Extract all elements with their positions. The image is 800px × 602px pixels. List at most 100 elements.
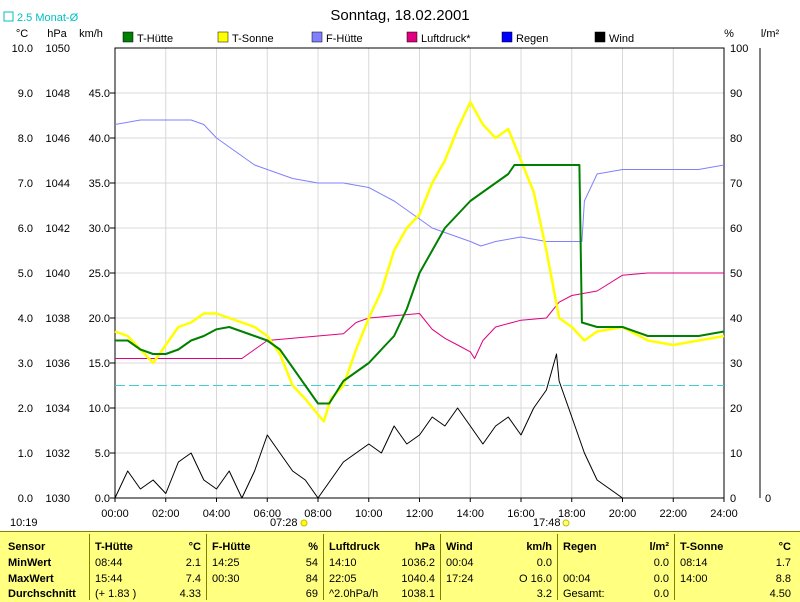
- stats-cell: 1036.2: [401, 557, 435, 569]
- stats-cell: %: [308, 541, 318, 553]
- stats-cell: l/m²: [649, 541, 669, 553]
- stats-cell: Wind: [446, 541, 473, 553]
- stats-cell: Durchschnitt: [8, 588, 76, 600]
- stats-column-divider: [206, 534, 207, 600]
- stats-cell: T-Hütte: [95, 541, 133, 553]
- kmh-tick-label: 10.0: [89, 403, 110, 415]
- kmh-tick-label: 40.0: [89, 133, 110, 145]
- unit-rain-label: l/m²: [761, 28, 780, 40]
- stats-cell: 14:00: [680, 573, 708, 585]
- hpa-tick-label: 1050: [46, 43, 70, 55]
- time-tick-label: 10:00: [355, 508, 383, 520]
- legend-label: Luftdruck*: [421, 33, 471, 45]
- percent-tick-label: 40: [730, 313, 742, 325]
- stats-cell: km/h: [526, 541, 552, 553]
- legend-label: F-Hütte: [326, 33, 363, 45]
- stats-cell: 22:05: [329, 573, 357, 585]
- hpa-tick-label: 1048: [46, 88, 70, 100]
- weather-chart: 10.09.08.07.06.05.04.03.02.01.00.0105010…: [3, 7, 780, 529]
- stats-cell: 7.4: [185, 573, 201, 585]
- percent-tick-label: 0: [730, 493, 736, 505]
- time-tick-label: 24:00: [710, 508, 738, 520]
- stats-column-divider: [89, 534, 90, 600]
- celsius-tick-label: 8.0: [18, 133, 33, 145]
- celsius-tick-label: 5.0: [18, 268, 33, 280]
- stats-column-divider: [440, 534, 441, 600]
- hpa-tick-label: 1044: [46, 178, 70, 190]
- stats-cell: hPa: [414, 541, 435, 553]
- kmh-tick-label: 35.0: [89, 178, 110, 190]
- stats-cell: MinWert: [8, 557, 52, 569]
- legend-swatch: [594, 31, 606, 43]
- stats-cell: Gesamt:: [563, 588, 605, 600]
- percent-tick-label: 50: [730, 268, 742, 280]
- stats-cell: 1.7: [775, 557, 791, 569]
- sunrise-time: 07:28: [270, 517, 298, 529]
- celsius-tick-label: 9.0: [18, 88, 33, 100]
- stats-cell: ^2.0hPa/h: [329, 588, 379, 600]
- celsius-tick-label: 4.0: [18, 313, 33, 325]
- rain-tick-label: 0: [765, 493, 771, 505]
- time-tick-label: 14:00: [456, 508, 484, 520]
- stats-cell: Sensor: [8, 541, 46, 553]
- stats-cell: 8.8: [775, 573, 791, 585]
- stats-cell: MaxWert: [8, 573, 54, 585]
- percent-tick-label: 80: [730, 133, 742, 145]
- stats-cell: 08:14: [680, 557, 708, 569]
- reference-line-icon: [3, 11, 14, 22]
- celsius-tick-label: 6.0: [18, 223, 33, 235]
- sunset-icon: [562, 519, 570, 527]
- unit-kmh-label: km/h: [79, 28, 103, 40]
- time-tick-label: 16:00: [507, 508, 535, 520]
- legend-swatch: [406, 31, 418, 43]
- series-line-f-h-tte: [114, 119, 725, 247]
- stats-cell: 08:44: [95, 557, 123, 569]
- legend-label: Regen: [516, 33, 548, 45]
- stats-cell: F-Hütte: [212, 541, 251, 553]
- series-line-t-sonne: [114, 100, 725, 423]
- stats-cell: 69: [305, 588, 318, 600]
- stats-cell: 0.0: [653, 573, 669, 585]
- stats-cell: 2.1: [185, 557, 201, 569]
- time-tick-label: 04:00: [203, 508, 231, 520]
- time-tick-label: 02:00: [152, 508, 180, 520]
- sunset-time: 17:48: [533, 517, 561, 529]
- stats-cell: 1040.4: [401, 573, 435, 585]
- reference-line-label: 2.5 Monat-Ø: [17, 12, 79, 24]
- stats-cell: 3.2: [536, 588, 552, 600]
- stats-cell: 54: [305, 557, 318, 569]
- time-tick-label: 12:00: [406, 508, 434, 520]
- stats-cell: 14:10: [329, 557, 357, 569]
- celsius-tick-label: 1.0: [18, 448, 33, 460]
- percent-tick-label: 30: [730, 358, 742, 370]
- stats-cell: T-Sonne: [680, 541, 724, 553]
- hpa-tick-label: 1032: [46, 448, 70, 460]
- time-tick-label: 18:00: [558, 508, 586, 520]
- stats-cell: 17:24: [446, 573, 474, 585]
- stats-cell: 14:25: [212, 557, 240, 569]
- stats-cell: 0.0: [653, 557, 669, 569]
- unit-hpa-label: hPa: [47, 28, 67, 40]
- percent-tick-label: 20: [730, 403, 742, 415]
- stats-cell: 00:04: [446, 557, 474, 569]
- hpa-tick-label: 1030: [46, 493, 70, 505]
- sunrise-icon: [300, 519, 308, 527]
- celsius-tick-label: 10.0: [12, 43, 33, 55]
- celsius-tick-label: 0.0: [18, 493, 33, 505]
- unit-percent-label: %: [724, 28, 734, 40]
- legend-swatch: [311, 31, 323, 43]
- kmh-tick-label: 0.0: [95, 493, 110, 505]
- legend-swatch: [122, 31, 134, 43]
- hpa-tick-label: 1040: [46, 268, 70, 280]
- stats-cell: 00:30: [212, 573, 240, 585]
- chart-legend: T-Hütte T-Sonne F-Hütte Luftdruck* Regen Wind: [122, 31, 634, 45]
- time-tick-label: 06:00: [253, 508, 281, 520]
- hpa-tick-label: 1038: [46, 313, 70, 325]
- celsius-tick-label: 7.0: [18, 178, 33, 190]
- stats-cell: °C: [188, 541, 201, 553]
- stats-cell: 84: [305, 573, 318, 585]
- stats-cell: 1038.1: [401, 588, 435, 600]
- series-line-luftdruck: [115, 272, 724, 359]
- celsius-tick-label: 3.0: [18, 358, 33, 370]
- percent-tick-label: 70: [730, 178, 742, 190]
